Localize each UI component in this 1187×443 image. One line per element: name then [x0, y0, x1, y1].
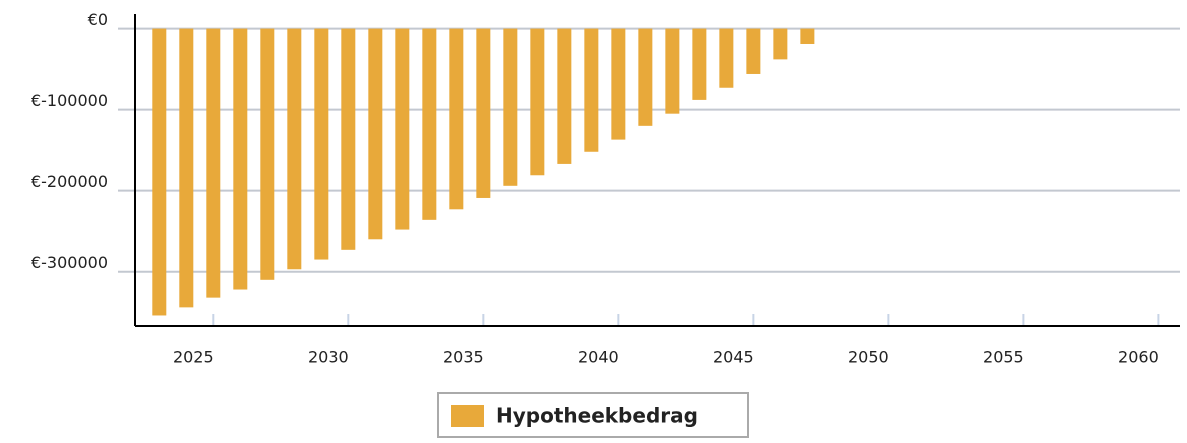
legend-swatch [451, 405, 484, 427]
legend-label: Hypotheekbedrag [496, 404, 698, 428]
bar [260, 28, 275, 280]
bar [692, 28, 707, 100]
bar [206, 28, 221, 298]
x-tick-label: 2045 [713, 348, 754, 367]
x-tick-label: 2040 [578, 348, 619, 367]
bar [719, 28, 734, 88]
y-tick-label: €-200000 [31, 172, 108, 191]
bar [368, 28, 383, 240]
x-tick-label: 2025 [173, 348, 214, 367]
bar [314, 28, 329, 260]
bar [638, 28, 653, 126]
bar [179, 28, 194, 308]
bar [584, 28, 599, 152]
y-tick-label: €-100000 [31, 91, 108, 110]
x-tick-label: 2035 [443, 348, 484, 367]
bar [746, 28, 761, 74]
bar [341, 28, 356, 250]
bar [530, 28, 545, 176]
bar [611, 28, 626, 140]
bar [476, 28, 491, 198]
bar [233, 28, 248, 290]
bar [503, 28, 518, 186]
bar [557, 28, 572, 164]
legend-box [437, 392, 749, 438]
y-tick-label: €0 [88, 10, 108, 29]
x-tick-label: 2030 [308, 348, 349, 367]
bar [773, 28, 788, 60]
bar [422, 28, 437, 220]
bar [152, 28, 167, 316]
x-tick-label: 2060 [1118, 348, 1159, 367]
bar [287, 28, 302, 270]
y-tick-label: €-300000 [31, 253, 108, 272]
x-tick-label: 2050 [848, 348, 889, 367]
bar [395, 28, 410, 230]
bar [800, 28, 815, 44]
bar [665, 28, 680, 114]
bar [449, 28, 464, 210]
x-tick-label: 2055 [983, 348, 1024, 367]
